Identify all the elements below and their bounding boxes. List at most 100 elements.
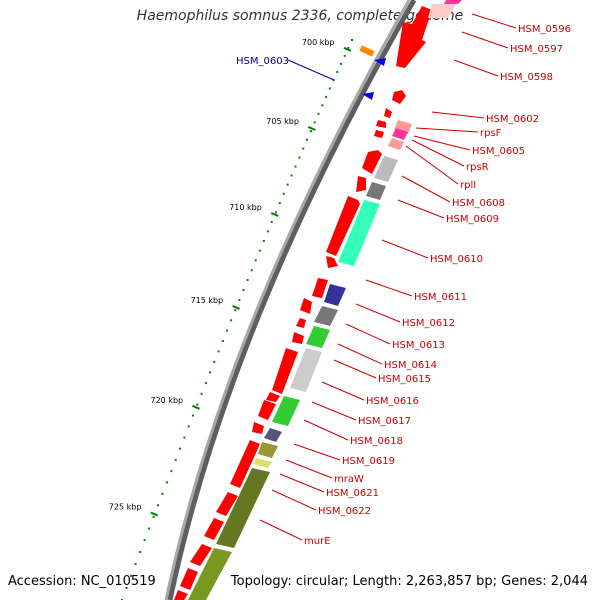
feature-block [264, 428, 282, 442]
gene-label: HSM_0619 [342, 456, 395, 467]
gene-arrow [374, 130, 384, 138]
special-connector [287, 59, 335, 81]
gene-arrow [312, 278, 328, 298]
scale-dot [192, 414, 194, 417]
scale-dot [270, 220, 273, 223]
scale-dot [258, 249, 261, 252]
scale-dot [161, 492, 164, 495]
feature-block [290, 348, 322, 392]
scale-dot [286, 183, 289, 186]
feature-block [392, 128, 408, 140]
scale-dot [238, 299, 241, 301]
gene-label: HSM_0622 [318, 506, 371, 517]
scale-dot [325, 95, 328, 98]
genome-backbone [164, 0, 411, 600]
gene-label: HSM_0605 [472, 146, 525, 157]
kbp-ticks: 700 kbp 705 kbp 710 kbp 715 kbp 720 kbp 725 k… [109, 38, 352, 517]
gene-label: HSM_0611 [414, 292, 467, 303]
gene-label: HSM_0614 [384, 360, 437, 371]
forward-strand-genes [174, 6, 432, 600]
kbp-tick-label: 705 kbp [266, 117, 299, 126]
scale-dot [170, 470, 173, 473]
scale-dot [148, 527, 151, 530]
scale-dot [317, 112, 320, 115]
gene-label: mraW [334, 474, 364, 485]
scale-dot [302, 147, 305, 150]
gene-arrow [384, 108, 392, 118]
gene-arrow [252, 422, 264, 434]
scale-dot [213, 360, 216, 363]
reverse-gene-arrow [374, 58, 386, 66]
gene-arrow [296, 318, 306, 328]
gene-arrow [180, 568, 198, 590]
feature-block [254, 458, 272, 468]
scale-dot [230, 319, 233, 322]
scale-dot [174, 458, 177, 461]
gene-arrow [272, 348, 298, 394]
feature-block-orange [359, 45, 375, 57]
gene-label: HSM_0613 [392, 340, 445, 351]
gene-label: HSM_0597 [510, 44, 563, 55]
feature-block [366, 182, 386, 200]
scale-dot [351, 39, 353, 41]
gene-label: rplI [460, 180, 476, 191]
gene-labels: HSM_0596 HSM_0597 HSM_0598 HSM_0602 rpsF… [304, 24, 571, 547]
scale-dot [221, 340, 224, 342]
scale-dot [246, 279, 249, 281]
scale-dot [282, 192, 285, 195]
scale-dot [187, 425, 190, 428]
gene-arrow [300, 298, 312, 314]
gene-arrow [392, 90, 406, 104]
scale-dot [183, 436, 186, 439]
scale-dot [134, 562, 137, 565]
kbp-tick [343, 46, 352, 52]
scale-dot [143, 539, 146, 542]
feature-block [272, 396, 300, 426]
gene-arrow [190, 544, 212, 566]
feature-block [338, 200, 380, 266]
scale-dot [266, 230, 269, 233]
kbp-tick-label: 720 kbp [151, 396, 184, 405]
gene-arrow [230, 440, 260, 488]
feature-block [388, 138, 404, 150]
gene-label: HSM_0621 [326, 488, 379, 499]
feature-block [428, 4, 456, 18]
scale-dot [313, 121, 316, 124]
scale-dot [278, 202, 281, 205]
scale-dot [254, 259, 257, 262]
gene-arrow [258, 400, 276, 420]
gene-label: HSM_0598 [500, 72, 553, 83]
label-connectors [259, 13, 517, 541]
gene-label: HSM_0615 [378, 374, 431, 385]
kbp-tick-label: 710 kbp [229, 203, 262, 212]
kbp-tick [192, 404, 200, 410]
scale-dot [196, 403, 199, 406]
gene-arrow [396, 6, 432, 68]
kbp-tick [232, 304, 240, 310]
scale-dot [306, 138, 309, 141]
gene-label: HSM_0612 [402, 318, 455, 329]
scale-dot [274, 211, 277, 214]
feature-block [216, 468, 270, 548]
scale-dot [139, 551, 142, 553]
scale-dot [130, 574, 133, 577]
kbp-tick-label: 725 kbp [109, 503, 142, 512]
scale-dot [157, 504, 159, 507]
gene-arrow [356, 176, 366, 192]
gene-arrow [326, 196, 360, 256]
gene-arrow [326, 256, 338, 268]
gene-label: HSM_0616 [366, 396, 419, 407]
scale-dot [294, 165, 297, 168]
kbp-tick [150, 511, 159, 517]
feature-block [258, 442, 278, 458]
gene-label: HSM_0617 [358, 416, 411, 427]
scale-dot [347, 46, 350, 49]
scale-dot [200, 392, 203, 395]
gene-arrow [266, 392, 280, 402]
gene-label: rpsF [480, 128, 502, 139]
kbp-tick [307, 125, 316, 131]
scale-dot [298, 156, 301, 159]
gene-arrow [376, 120, 386, 128]
scale-dot [234, 309, 237, 312]
